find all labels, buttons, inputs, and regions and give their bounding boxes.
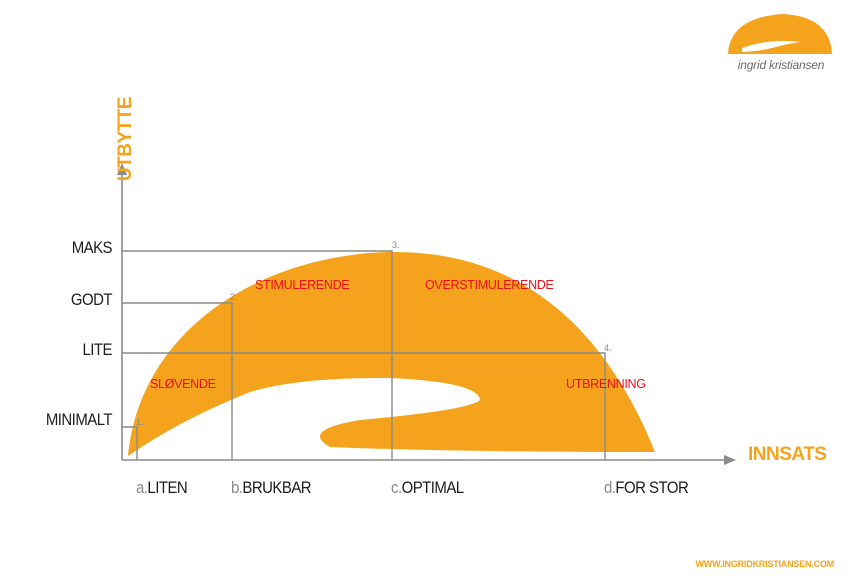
- point-1: 1.: [136, 417, 144, 427]
- y-level-maks: MAKS: [71, 238, 113, 257]
- point-2: 2.: [230, 292, 238, 302]
- logo-mark: [728, 14, 832, 54]
- x-category-brukbar: b.BRUKBAR: [231, 478, 312, 497]
- y-axis-title: UTBYTTE: [115, 96, 137, 182]
- zone-utbrenning: UTBRENNING: [566, 377, 646, 391]
- x-category-for-stor: d.FOR STOR: [604, 478, 689, 497]
- guide-lines: [122, 250, 606, 460]
- axes: [117, 163, 736, 465]
- footer-url[interactable]: WWW.INGRIDKRISTIANSEN.COM: [695, 559, 835, 569]
- x-axis-title: INNSATS: [748, 444, 827, 465]
- x-category-optimal: c.OPTIMAL: [391, 478, 464, 497]
- point-4: 4.: [604, 343, 612, 353]
- zone-overstimulerende: OVERSTIMULERENDE: [425, 278, 554, 292]
- y-level-minimalt: MINIMALT: [45, 410, 113, 429]
- zone-stimulerende: STIMULERENDE: [255, 278, 350, 292]
- logo-text: ingrid kristiansen: [737, 58, 825, 72]
- y-level-lite: LITE: [82, 340, 113, 359]
- zone-slovende: SLØVENDE: [150, 377, 216, 391]
- y-level-godt: GODT: [70, 290, 113, 309]
- point-3: 3.: [392, 240, 400, 250]
- x-category-liten: a.LITEN: [136, 478, 188, 497]
